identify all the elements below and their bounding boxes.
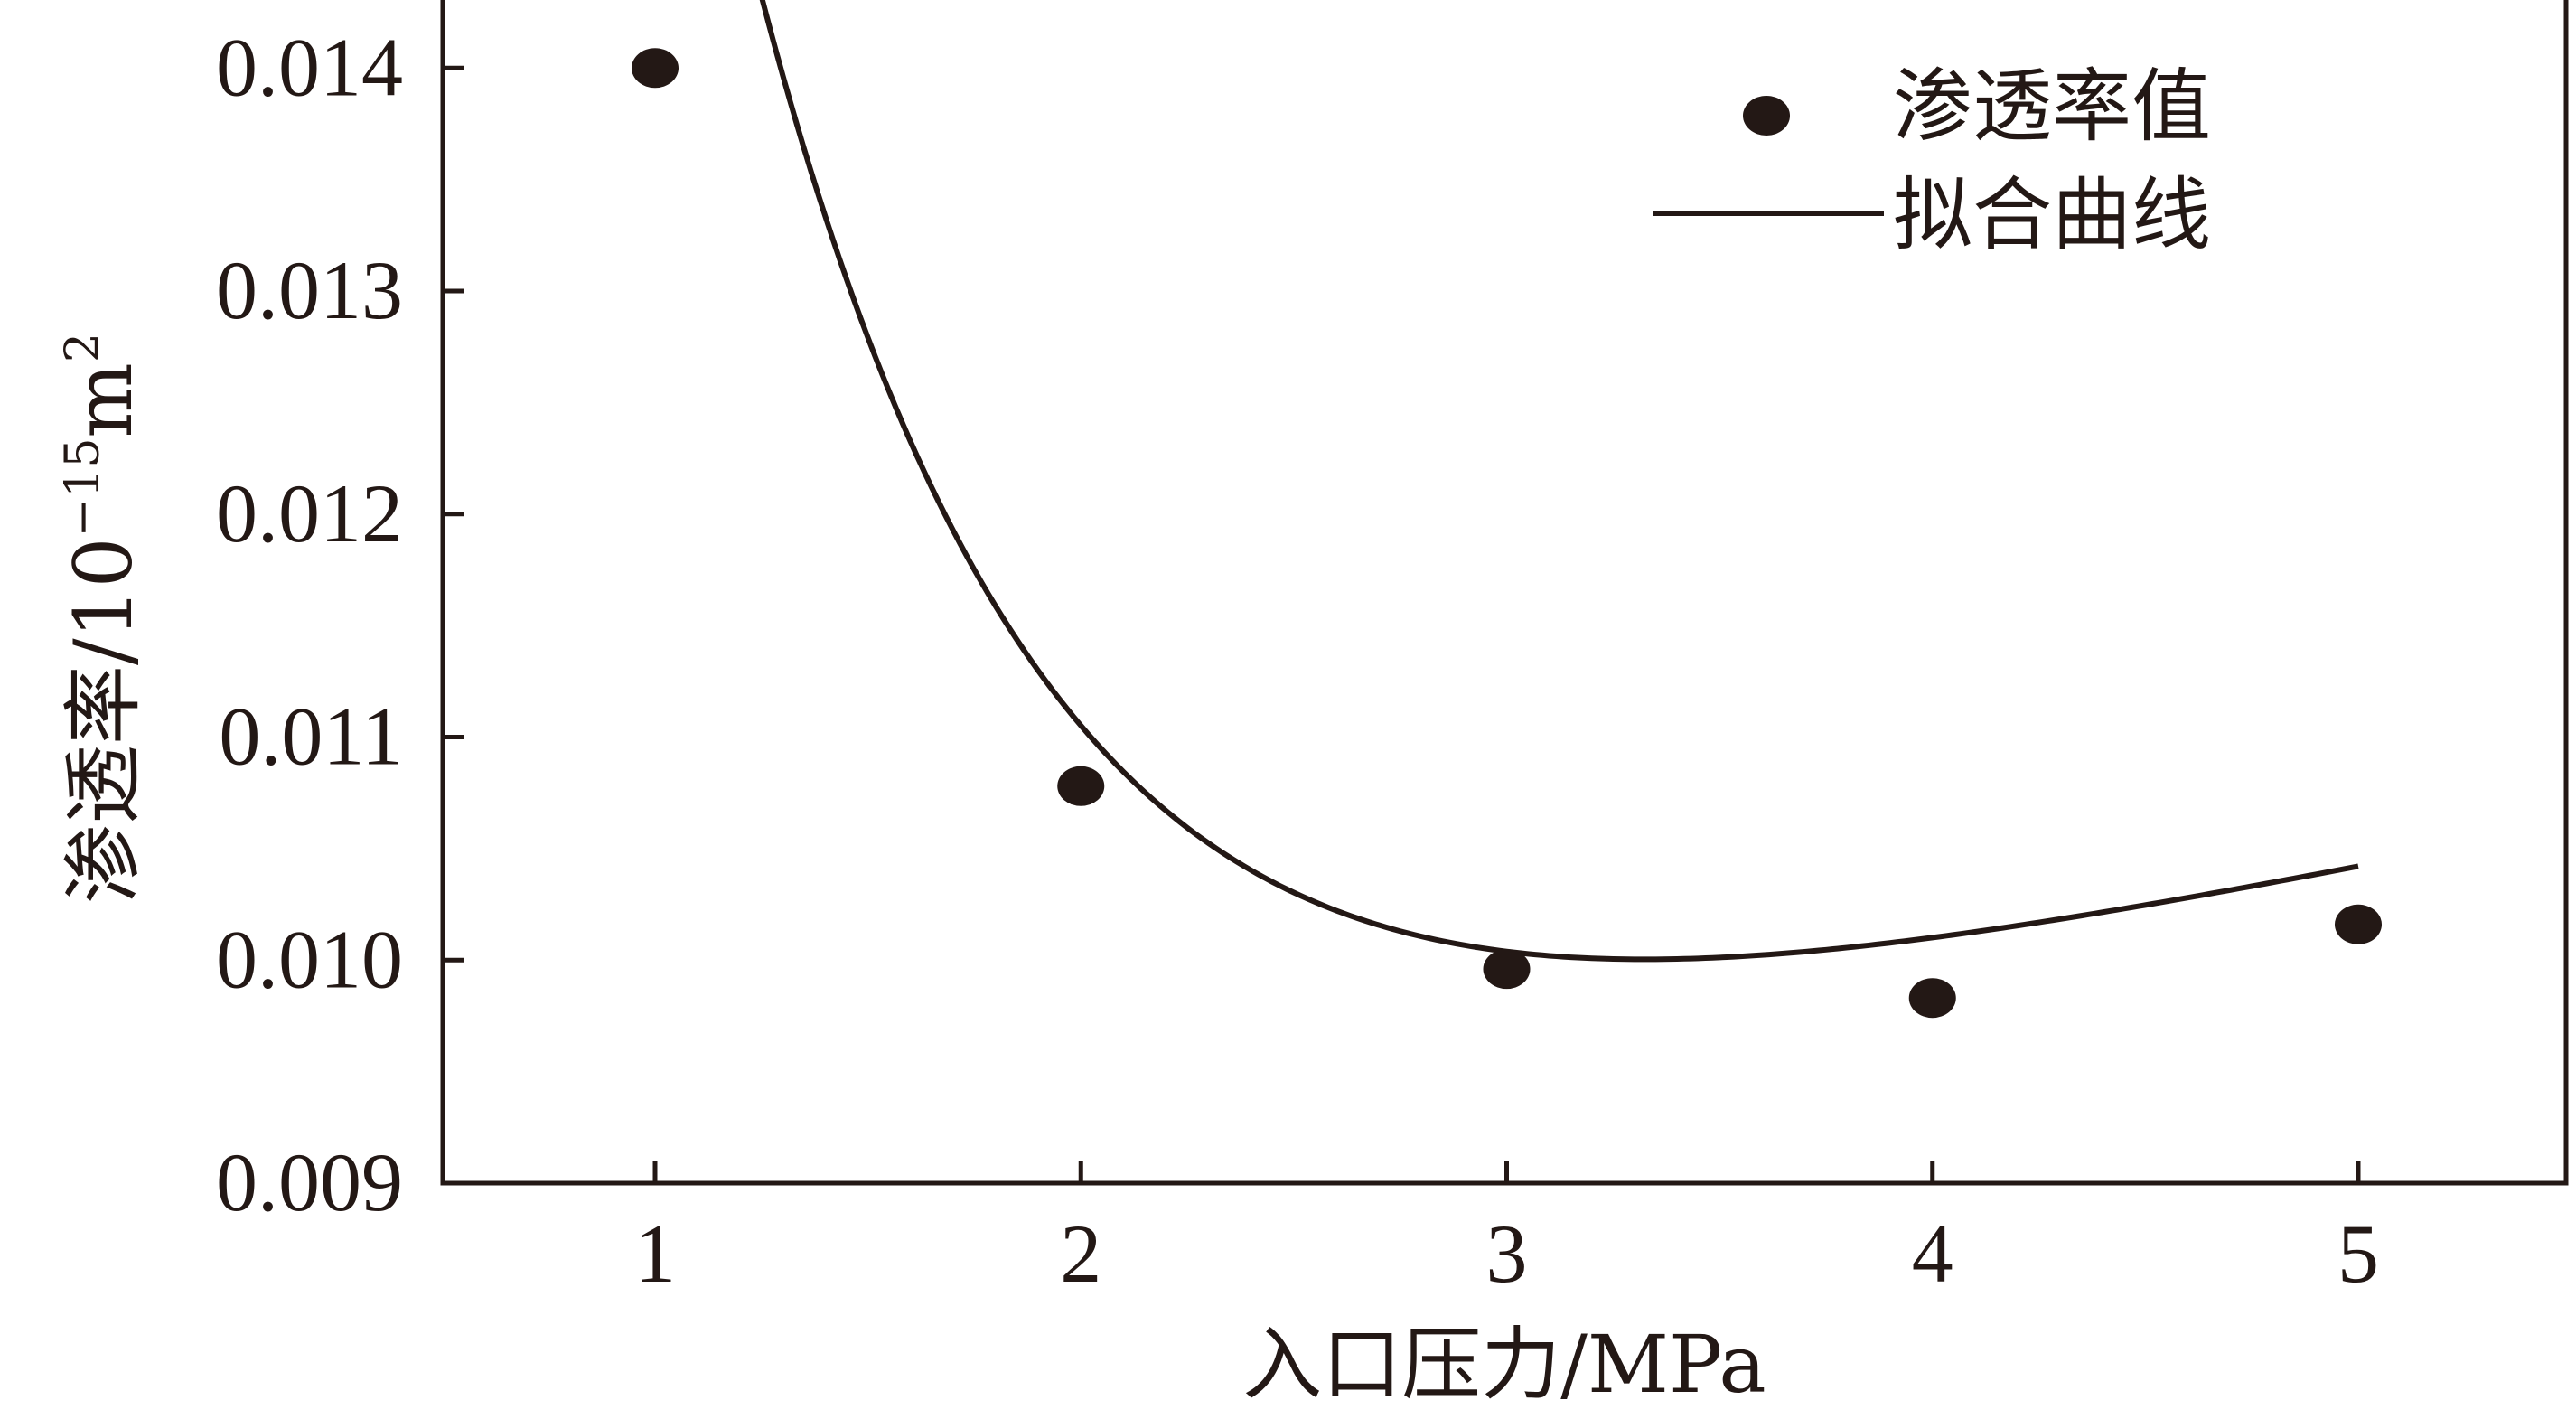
y-tick-label: 0.011	[219, 691, 403, 783]
y-axis: 0.009 0.010 0.011 0.012 0.013 0.014	[216, 21, 464, 1228]
data-point	[2335, 904, 2382, 944]
x-axis-label: 入口压力/MPa	[1242, 1318, 1766, 1411]
legend-label-curve: 拟合曲线	[1893, 168, 2211, 261]
y-axis-label-unit: m	[57, 362, 150, 437]
legend: 渗透率值 拟合曲线	[1653, 60, 2211, 261]
data-points	[632, 48, 2382, 1019]
y-tick-label: 0.009	[216, 1136, 403, 1228]
y-tick-label: 0.010	[216, 913, 403, 1005]
x-axis: 1 2 3 4 5	[634, 1161, 2379, 1300]
data-point	[632, 48, 679, 89]
y-axis-label-unit-exponent: 2	[56, 333, 110, 362]
data-point	[1057, 766, 1105, 806]
y-axis-label-exponent: −15	[56, 438, 110, 538]
plot-frame	[440, 0, 2569, 1186]
y-tick-label: 0.014	[216, 21, 403, 113]
x-tick-label: 2	[1060, 1208, 1101, 1300]
x-tick-label: 4	[1912, 1208, 1953, 1300]
x-tick-label: 3	[1486, 1208, 1528, 1300]
data-point	[1483, 949, 1531, 990]
x-tick-label: 1	[634, 1208, 676, 1300]
legend-marker-points	[1743, 96, 1790, 136]
data-point	[1908, 978, 1956, 1019]
x-tick-label: 5	[2337, 1208, 2379, 1300]
y-tick-label: 0.012	[216, 467, 403, 559]
y-axis-label-prefix: 渗透率/10	[57, 537, 150, 904]
legend-label-points: 渗透率值	[1893, 60, 2211, 153]
y-axis-label: 渗透率/10−15m2	[56, 333, 150, 904]
y-tick-label: 0.013	[216, 244, 403, 336]
